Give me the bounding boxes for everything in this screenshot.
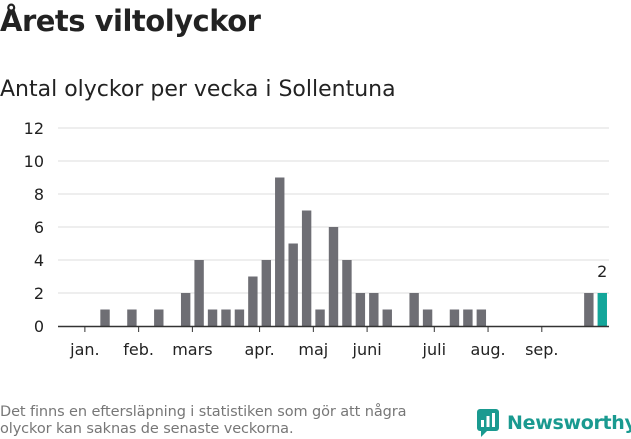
y-tick-label: 0 xyxy=(34,317,44,336)
bar[interactable] xyxy=(207,309,218,327)
bar[interactable] xyxy=(221,309,231,327)
y-tick-label: 2 xyxy=(34,284,44,303)
bar[interactable] xyxy=(584,293,594,326)
y-axis-ticks: 0 2 4 6 8 10 12 xyxy=(24,119,44,336)
bar-chart: 0 2 4 6 8 10 12 jan. feb. mars apr. maj juni juli aug… xyxy=(24,119,609,359)
bar[interactable] xyxy=(449,309,460,327)
bar[interactable] xyxy=(355,293,366,326)
bar[interactable] xyxy=(476,309,487,327)
bar[interactable] xyxy=(234,309,245,327)
x-tick-label: mars xyxy=(172,340,212,359)
bar[interactable] xyxy=(342,260,352,326)
bar[interactable] xyxy=(261,260,272,326)
y-tick-label: 6 xyxy=(34,218,44,237)
bar[interactable] xyxy=(301,210,312,327)
bar[interactable] xyxy=(194,260,204,326)
y-tick-label: 4 xyxy=(34,251,44,270)
y-tick-label: 12 xyxy=(24,119,44,138)
bar[interactable] xyxy=(597,293,607,326)
bar[interactable] xyxy=(409,293,419,326)
bar[interactable] xyxy=(275,177,285,327)
x-tick-label: jan. xyxy=(69,340,99,359)
y-tick-label: 8 xyxy=(34,185,44,204)
bar[interactable] xyxy=(248,276,258,327)
bar[interactable] xyxy=(100,309,110,327)
x-tick-label: aug. xyxy=(470,340,505,359)
data-label: 2 xyxy=(597,262,607,281)
bar[interactable] xyxy=(315,309,325,327)
x-tick-label: apr. xyxy=(245,340,275,359)
chart-subtitle: Antal olyckor per vecka i Sollentuna xyxy=(0,77,396,102)
x-tick-label: juni xyxy=(352,340,382,359)
newsworthy-logo-icon xyxy=(477,409,499,437)
x-tick-label: juli xyxy=(422,340,446,359)
brand-name: Newsworthy xyxy=(507,412,631,434)
footnote: Det finns en eftersläpning i statistiken… xyxy=(0,404,407,437)
bar[interactable] xyxy=(422,309,433,327)
bars xyxy=(100,177,607,327)
chart-title: Årets viltolyckor xyxy=(0,4,261,38)
bar[interactable] xyxy=(328,227,339,326)
bar[interactable] xyxy=(127,309,137,327)
y-tick-label: 10 xyxy=(24,152,44,171)
bar[interactable] xyxy=(382,309,392,327)
bar[interactable] xyxy=(180,293,191,326)
bar[interactable] xyxy=(369,293,379,326)
bar[interactable] xyxy=(288,243,298,327)
x-tick-label: sep. xyxy=(525,340,558,359)
brand-logo[interactable]: Newsworthy xyxy=(476,408,631,438)
x-tick-label: maj xyxy=(298,340,328,359)
data-labels: 2 xyxy=(597,262,607,281)
x-axis: jan. feb. mars apr. maj juni juli aug. sep. xyxy=(58,325,609,359)
x-tick-label: feb. xyxy=(123,340,154,359)
bar[interactable] xyxy=(463,309,473,327)
bar[interactable] xyxy=(154,309,164,327)
